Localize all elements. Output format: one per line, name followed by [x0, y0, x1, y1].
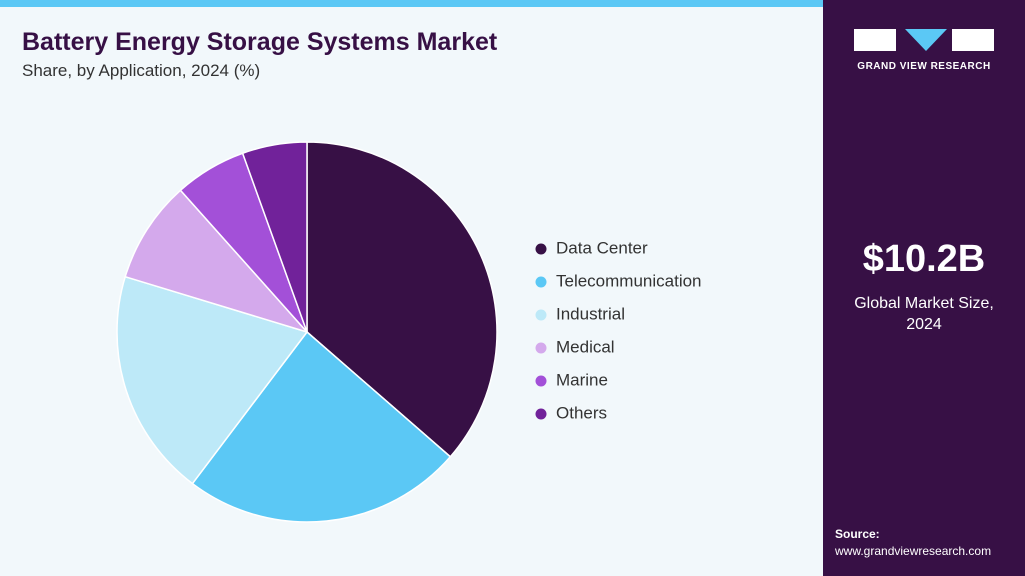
legend-marker — [535, 243, 547, 255]
legend-label: Telecommunication — [556, 271, 702, 290]
chart-subtitle: Share, by Application, 2024 (%) — [22, 61, 261, 80]
pie-slice — [241, 141, 308, 333]
legend-marker — [535, 342, 547, 354]
legend-marker — [535, 276, 547, 288]
sidebar: GRAND VIEW RESEARCH $10.2B Global Market… — [823, 0, 1025, 576]
chart: Data Center Telecommunication Industrial Me… — [116, 141, 702, 523]
market-size: $10.2B — [862, 238, 986, 280]
source-url: www.grandviewresearch.com — [835, 544, 992, 558]
logo — [854, 29, 994, 51]
legend-marker — [535, 375, 547, 387]
legend-marker — [535, 408, 547, 420]
legend-label: Industrial — [556, 304, 625, 323]
accent-bar — [0, 0, 823, 7]
legend-label: Marine — [556, 370, 608, 389]
pie-slice — [124, 189, 310, 334]
chart-title: Battery Energy Storage Systems Market — [22, 28, 498, 56]
brand-name: GRAND VIEW RESEARCH — [857, 61, 991, 72]
logo-block — [952, 29, 994, 51]
market-size-label: Global Market Size, 2024 — [854, 295, 994, 333]
pie-slice — [306, 141, 498, 458]
logo-block — [905, 29, 947, 51]
legend-label: Others — [556, 403, 607, 422]
legend-marker — [535, 309, 547, 321]
legend-label: Data Center — [556, 238, 648, 257]
pie-slice — [116, 275, 309, 485]
logo-block — [854, 29, 896, 51]
chart-panel: Battery Energy Storage Systems Market Sh… — [0, 0, 823, 576]
source-label: Source: — [835, 527, 880, 541]
pie-slice — [191, 330, 452, 523]
legend-label: Medical — [556, 337, 615, 356]
